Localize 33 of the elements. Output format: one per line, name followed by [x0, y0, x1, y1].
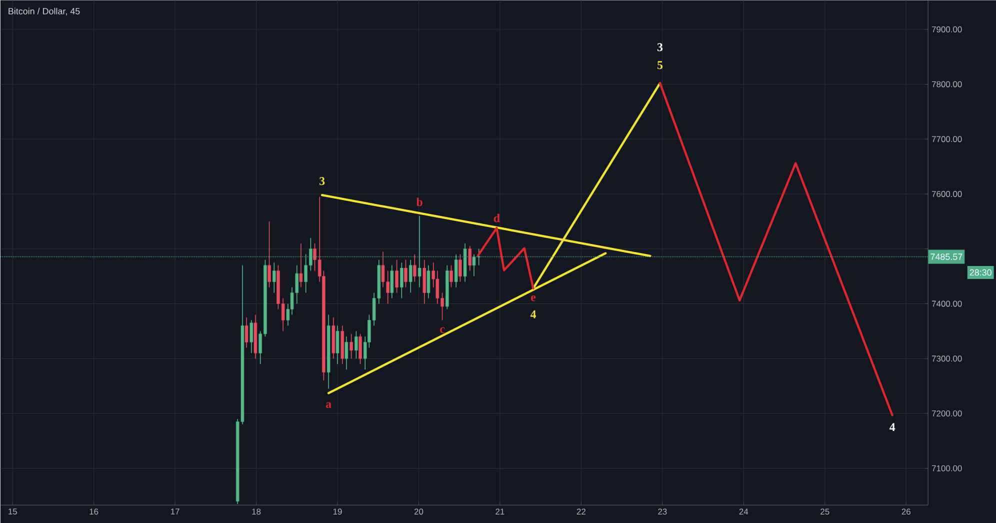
annotation: 4: [889, 423, 896, 431]
text: Bitcoin / Dollar, 45: [8, 8, 80, 16]
x-tick-label: 18: [252, 508, 261, 515]
annotation: 4: [530, 310, 536, 318]
annotation: d: [494, 214, 500, 222]
y-tick-label: 7200.00: [932, 410, 962, 416]
y-tick-label: 7900.00: [932, 26, 962, 32]
text: 28:30: [970, 269, 992, 276]
annotation: e: [531, 295, 536, 302]
x-tick-label: 22: [576, 508, 586, 514]
annotation: c: [440, 327, 445, 334]
annotation: a: [326, 402, 332, 408]
y-tick-label: 7800.00: [932, 81, 962, 88]
x-tick-label: 23: [658, 508, 667, 515]
x-tick-label: 15: [8, 508, 17, 514]
x-tick-label: 19: [333, 508, 342, 515]
y-tick-label: 7300.00: [932, 356, 962, 362]
x-tick-label: 26: [902, 508, 910, 515]
x-tick-label: 17: [170, 508, 180, 514]
annotation: b: [416, 198, 422, 206]
x-tick-label: 20: [414, 508, 424, 515]
y-tick-label: 7100.00: [932, 465, 962, 472]
y-tick-label: 7700.00: [932, 136, 962, 142]
ref-line-label: 7485.57: [930, 254, 962, 260]
x-tick-label: 24: [739, 508, 748, 514]
x-tick-label: 21: [496, 508, 504, 514]
annotation: 3: [320, 177, 325, 186]
x-tick-label: 25: [820, 508, 830, 515]
y-tick-label: 7600.00: [932, 190, 962, 197]
annotation: 3: [657, 43, 663, 52]
x-tick-label: 16: [90, 508, 98, 515]
annotation: 5: [657, 61, 663, 70]
y-tick-label: 7400.00: [932, 300, 962, 307]
